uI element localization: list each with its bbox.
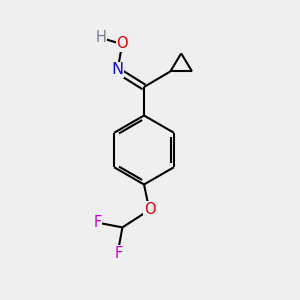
Text: O: O [144, 202, 155, 217]
Text: F: F [93, 215, 102, 230]
Text: F: F [114, 246, 123, 261]
Text: O: O [117, 36, 128, 51]
Text: H: H [96, 30, 106, 45]
Text: N: N [111, 62, 123, 77]
